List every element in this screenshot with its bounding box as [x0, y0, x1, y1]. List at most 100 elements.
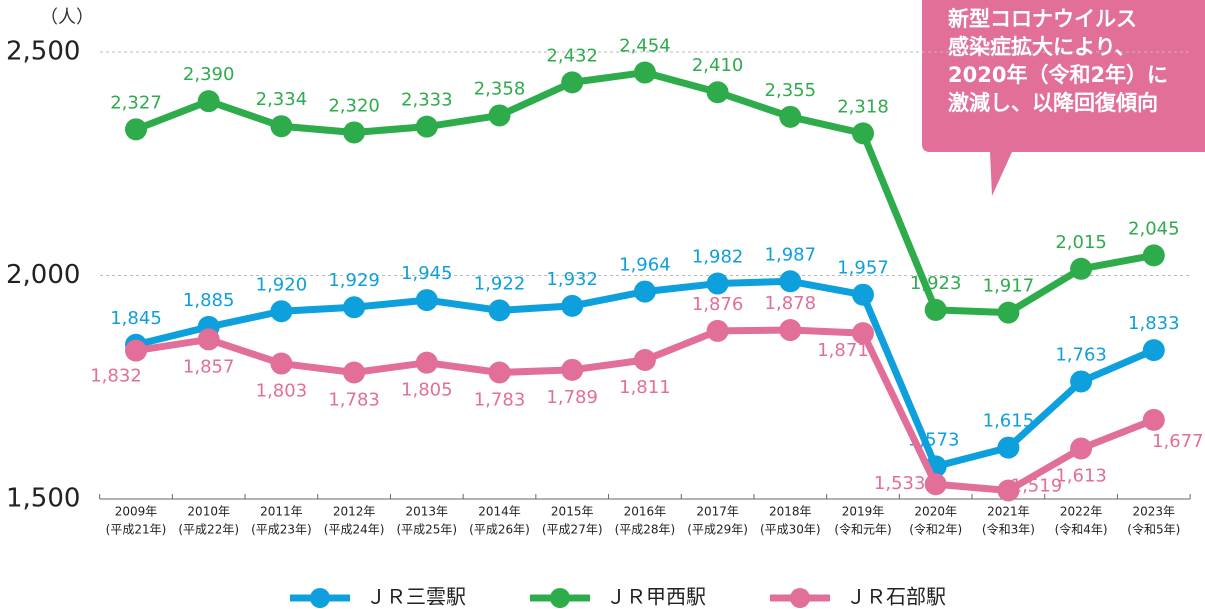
data-label: 1,845	[110, 308, 162, 329]
data-label: 1,763	[1055, 344, 1107, 365]
data-label: 2,410	[692, 55, 744, 76]
x-tick-label: (令和2年)	[909, 522, 962, 537]
data-point	[706, 272, 729, 295]
legend-marker	[550, 588, 570, 608]
data-point	[779, 105, 802, 128]
data-label: 2,015	[1055, 232, 1107, 253]
x-tick-label: (平成27年)	[542, 523, 603, 537]
data-label: 1,805	[401, 380, 453, 401]
data-label: 1,920	[256, 274, 308, 295]
data-label: 2,045	[1128, 218, 1180, 239]
data-label: 1,982	[692, 247, 744, 268]
x-tick-label: 2012年	[333, 505, 376, 519]
data-point	[270, 300, 293, 323]
x-tick-label: 2009年	[115, 505, 158, 519]
data-label: 1,613	[1055, 465, 1107, 486]
data-label: 1,573	[908, 429, 960, 450]
data-point	[997, 301, 1020, 324]
data-label: 1,922	[474, 273, 526, 294]
data-label: 1,533	[874, 473, 926, 494]
data-label: 2,454	[619, 36, 671, 57]
data-point	[197, 90, 220, 113]
data-point	[852, 322, 874, 345]
data-label: 1,789	[546, 387, 598, 408]
data-point	[1070, 437, 1093, 460]
x-tick-label: (平成23年)	[251, 523, 312, 537]
x-tick-label: (令和4年)	[1055, 522, 1108, 537]
data-point	[561, 71, 584, 94]
data-point	[633, 61, 656, 84]
y-tick-label: 1,500	[6, 484, 80, 514]
data-label: 1,917	[983, 276, 1035, 297]
data-label: 1,945	[401, 263, 453, 284]
x-tick-label: (平成21年)	[106, 523, 167, 537]
data-label: 1,783	[474, 389, 526, 410]
x-tick-label: 2016年	[624, 505, 667, 519]
data-label: 1,833	[1128, 313, 1180, 334]
data-point	[706, 319, 729, 342]
data-label: 2,327	[110, 92, 162, 113]
x-tick-label: (令和5年)	[1127, 522, 1180, 537]
y-tick-label: 2,500	[6, 37, 80, 67]
data-point	[706, 81, 729, 104]
data-point	[924, 298, 947, 321]
data-point	[1142, 244, 1165, 267]
data-label: 1,871	[817, 340, 869, 361]
data-point	[270, 115, 293, 138]
x-tick-label: (令和3年)	[982, 522, 1035, 537]
x-tick-label: 2018年	[769, 505, 812, 519]
data-label: 2,432	[546, 45, 598, 66]
data-label: 1,857	[183, 356, 235, 377]
data-label: 1,811	[619, 377, 671, 398]
x-tick-label: 2013年	[406, 505, 449, 519]
y-tick-label: 2,000	[6, 260, 80, 290]
x-tick-label: (令和元年)	[834, 522, 891, 537]
data-label: 1,957	[837, 258, 889, 279]
data-label: 2,318	[837, 96, 889, 117]
data-point	[633, 280, 656, 303]
data-point	[197, 328, 220, 351]
data-label: 2,355	[765, 80, 817, 101]
annotation-text: 2020年（令和2年）に	[948, 63, 1168, 87]
data-label: 2,320	[328, 95, 380, 116]
data-label: 1,803	[256, 381, 308, 402]
data-point	[1070, 370, 1093, 393]
legend-label: ＪＲ三雲駅	[366, 585, 466, 609]
data-label: 1,519	[1011, 476, 1063, 497]
data-point	[924, 473, 947, 496]
data-point	[997, 436, 1020, 459]
data-point	[488, 361, 511, 384]
data-point	[125, 118, 147, 141]
legend-marker	[310, 588, 330, 608]
data-label: 1,876	[692, 294, 744, 315]
x-tick-label: 2022年	[1060, 505, 1103, 519]
data-point	[343, 296, 366, 319]
data-point	[1142, 339, 1165, 362]
data-point	[488, 299, 511, 322]
legend-label: ＪＲ甲西駅	[606, 585, 706, 609]
x-tick-label: (平成25年)	[396, 523, 457, 537]
x-tick-label: 2019年	[842, 505, 885, 519]
data-point	[997, 479, 1020, 502]
data-point	[415, 289, 438, 312]
data-label: 2,333	[401, 90, 453, 111]
data-label: 1,677	[1152, 431, 1204, 452]
x-tick-label: 2021年	[987, 505, 1030, 519]
data-label: 1,923	[910, 273, 962, 294]
data-label: 1,832	[90, 366, 142, 387]
data-label: 1,987	[765, 244, 817, 265]
data-label: 2,358	[474, 78, 526, 99]
data-point	[1070, 257, 1093, 280]
data-point	[415, 351, 438, 374]
data-label: 1,929	[328, 270, 380, 291]
data-point	[779, 319, 802, 342]
x-tick-label: 2017年	[696, 505, 739, 519]
x-tick-label: 2023年	[1133, 505, 1176, 519]
y-unit: （人）	[40, 7, 94, 28]
data-point	[343, 361, 366, 384]
legend-label: ＪＲ石部駅	[846, 585, 946, 609]
data-label: 1,932	[546, 269, 598, 290]
data-point	[561, 358, 584, 381]
annotation-text: 激減し、以降回復傾向	[948, 91, 1158, 115]
